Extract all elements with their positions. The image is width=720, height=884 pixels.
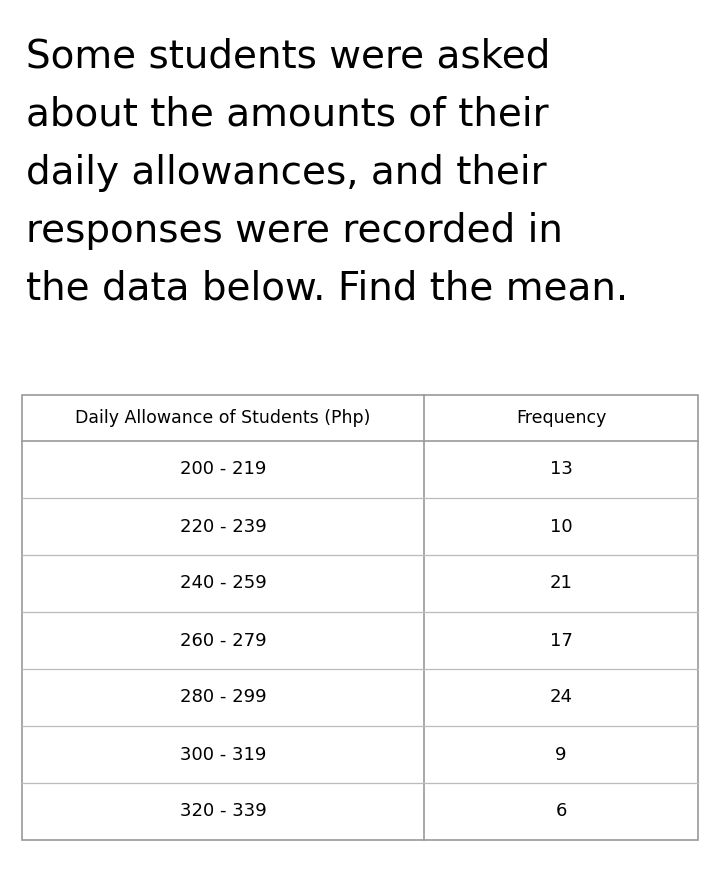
Text: responses were recorded in: responses were recorded in (26, 212, 563, 250)
Text: daily allowances, and their: daily allowances, and their (26, 154, 546, 192)
Text: Some students were asked: Some students were asked (26, 38, 550, 76)
Text: 9: 9 (555, 745, 567, 764)
Text: 220 - 239: 220 - 239 (180, 517, 266, 536)
Bar (22, 395, 698, 840)
Text: Frequency: Frequency (516, 409, 606, 427)
Text: 300 - 319: 300 - 319 (180, 745, 266, 764)
Text: 260 - 279: 260 - 279 (180, 631, 266, 650)
Text: about the amounts of their: about the amounts of their (26, 96, 549, 134)
Text: 10: 10 (550, 517, 572, 536)
Text: 240 - 259: 240 - 259 (180, 575, 266, 592)
Text: 13: 13 (549, 461, 572, 478)
Text: 21: 21 (549, 575, 572, 592)
Text: the data below. Find the mean.: the data below. Find the mean. (26, 270, 629, 308)
Text: 6: 6 (555, 803, 567, 820)
Text: 320 - 339: 320 - 339 (180, 803, 266, 820)
Text: 24: 24 (549, 689, 572, 706)
Text: 17: 17 (549, 631, 572, 650)
Text: 200 - 219: 200 - 219 (180, 461, 266, 478)
Text: 280 - 299: 280 - 299 (180, 689, 266, 706)
Text: Daily Allowance of Students (Php): Daily Allowance of Students (Php) (76, 409, 371, 427)
